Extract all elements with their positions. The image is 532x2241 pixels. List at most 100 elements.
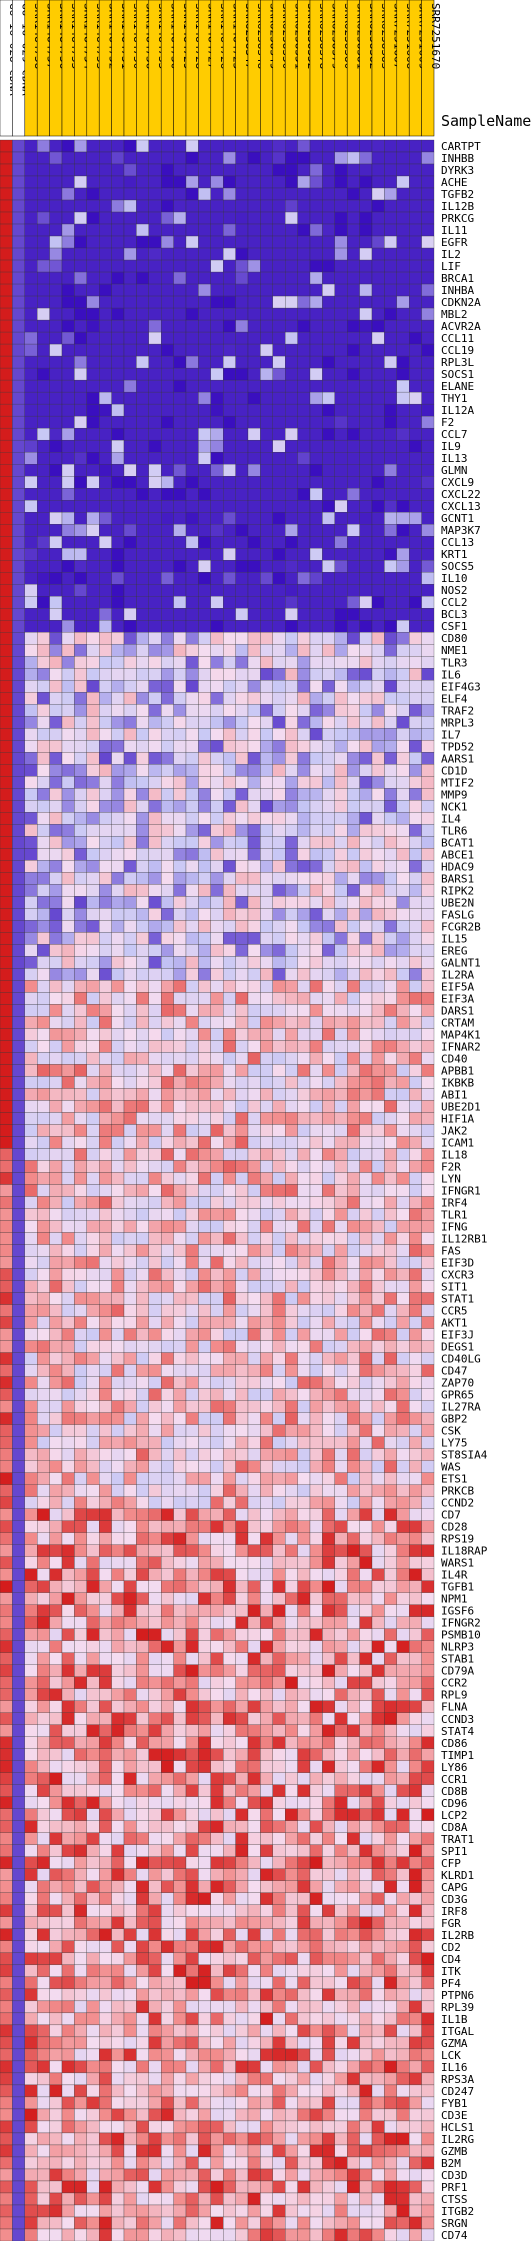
heatmap-cell bbox=[285, 415, 298, 429]
heatmap-cell bbox=[421, 560, 435, 573]
heatmap-cell bbox=[123, 379, 137, 393]
heatmap-cell bbox=[123, 1088, 137, 1101]
heatmap-cell bbox=[396, 812, 410, 825]
heatmap-cell bbox=[272, 1088, 286, 1101]
heatmap-cell bbox=[260, 1736, 273, 1749]
heatmap-cell bbox=[223, 1616, 236, 1629]
heatmap-cell bbox=[99, 1616, 112, 1629]
heatmap-cell bbox=[185, 512, 199, 525]
heatmap-cell bbox=[185, 656, 199, 669]
heatmap-cell bbox=[123, 427, 137, 441]
heatmap-cell bbox=[12, 271, 25, 285]
heatmap-cell bbox=[12, 500, 25, 513]
heatmap-cell bbox=[173, 1796, 187, 1809]
heatmap-cell bbox=[247, 584, 261, 597]
heatmap-cell bbox=[396, 1580, 410, 1593]
heatmap-cell bbox=[421, 1208, 435, 1221]
heatmap-cell bbox=[111, 1160, 125, 1173]
heatmap-cell bbox=[371, 1088, 385, 1101]
heatmap-cell bbox=[37, 247, 50, 261]
heatmap-cell bbox=[111, 1256, 125, 1269]
heatmap-cell bbox=[148, 1268, 162, 1281]
heatmap-cell bbox=[12, 1424, 25, 1437]
heatmap-cell bbox=[99, 1520, 112, 1533]
heatmap-cell bbox=[223, 259, 236, 273]
heatmap-cell bbox=[210, 1652, 224, 1665]
heatmap-cell bbox=[74, 307, 87, 321]
heatmap-cell bbox=[24, 1568, 38, 1581]
heatmap-cell bbox=[334, 319, 348, 333]
heatmap-cell bbox=[347, 1172, 360, 1185]
heatmap-cell bbox=[347, 932, 360, 945]
column-header-bg bbox=[421, 0, 435, 137]
heatmap-cell bbox=[334, 391, 348, 405]
heatmap-cell bbox=[12, 584, 25, 597]
heatmap-cell bbox=[347, 1016, 360, 1029]
heatmap-cell bbox=[297, 1640, 311, 1653]
heatmap-cell bbox=[123, 1772, 137, 1785]
heatmap-cell bbox=[359, 1004, 373, 1017]
heatmap-cell bbox=[235, 1520, 249, 1533]
heatmap-cell bbox=[359, 836, 373, 849]
heatmap-cell bbox=[223, 1316, 236, 1329]
heatmap-cell bbox=[384, 680, 397, 693]
heatmap-cell bbox=[198, 1700, 211, 1713]
heatmap-cell bbox=[272, 163, 286, 177]
heatmap-cell bbox=[74, 836, 87, 849]
heatmap-cell bbox=[260, 1148, 273, 1161]
heatmap-cell bbox=[123, 1172, 137, 1185]
heatmap-cell bbox=[24, 247, 38, 261]
heatmap-cell bbox=[0, 680, 13, 693]
heatmap-cell bbox=[247, 1208, 261, 1221]
heatmap-cell bbox=[49, 920, 63, 933]
heatmap-cell bbox=[24, 391, 38, 405]
heatmap-cell bbox=[235, 1496, 249, 1509]
heatmap-cell bbox=[210, 1184, 224, 1197]
heatmap-cell bbox=[99, 1664, 112, 1677]
heatmap-cell bbox=[272, 331, 286, 345]
heatmap-cell bbox=[347, 1304, 360, 1317]
heatmap-cell bbox=[86, 331, 100, 345]
heatmap-cell bbox=[24, 1820, 38, 1833]
heatmap-cell bbox=[371, 704, 385, 717]
heatmap-cell bbox=[111, 1700, 125, 1713]
heatmap-cell bbox=[0, 548, 13, 561]
heatmap-cell bbox=[210, 1352, 224, 1365]
heatmap-cell bbox=[161, 1772, 174, 1785]
heatmap-cell bbox=[347, 1100, 360, 1113]
heatmap-cell bbox=[309, 1556, 323, 1569]
heatmap-cell bbox=[309, 1796, 323, 1809]
heatmap-cell bbox=[260, 235, 273, 249]
heatmap-cell bbox=[173, 1280, 187, 1293]
heatmap-cell bbox=[49, 1400, 63, 1413]
heatmap-cell bbox=[371, 271, 385, 285]
heatmap-cell bbox=[12, 1604, 25, 1617]
heatmap-cell bbox=[421, 1736, 435, 1749]
heatmap-cell bbox=[334, 1472, 348, 1485]
heatmap-cell bbox=[260, 1448, 273, 1461]
heatmap-cell bbox=[359, 752, 373, 765]
heatmap-cell bbox=[37, 968, 50, 981]
heatmap-cell bbox=[123, 1640, 137, 1653]
heatmap-cell bbox=[74, 1760, 87, 1773]
heatmap-cell bbox=[347, 247, 360, 261]
heatmap-cell bbox=[74, 1520, 87, 1533]
heatmap-cell bbox=[12, 800, 25, 813]
heatmap-cell bbox=[74, 668, 87, 681]
heatmap-cell bbox=[86, 1016, 100, 1029]
heatmap-cell bbox=[309, 1712, 323, 1725]
heatmap-cell bbox=[111, 668, 125, 681]
heatmap-cell bbox=[322, 1664, 335, 1677]
heatmap-cell bbox=[148, 199, 162, 213]
heatmap-cell bbox=[384, 944, 397, 957]
heatmap-cell bbox=[322, 331, 335, 345]
heatmap-cell bbox=[0, 1700, 13, 1713]
heatmap-cell bbox=[247, 415, 261, 429]
heatmap-cell bbox=[384, 1280, 397, 1293]
heatmap-cell bbox=[61, 1376, 75, 1389]
heatmap-cell bbox=[223, 1184, 236, 1197]
heatmap-cell bbox=[297, 1268, 311, 1281]
heatmap-cell bbox=[359, 1280, 373, 1293]
heatmap-cell bbox=[322, 1580, 335, 1593]
heatmap-cell bbox=[198, 908, 211, 921]
